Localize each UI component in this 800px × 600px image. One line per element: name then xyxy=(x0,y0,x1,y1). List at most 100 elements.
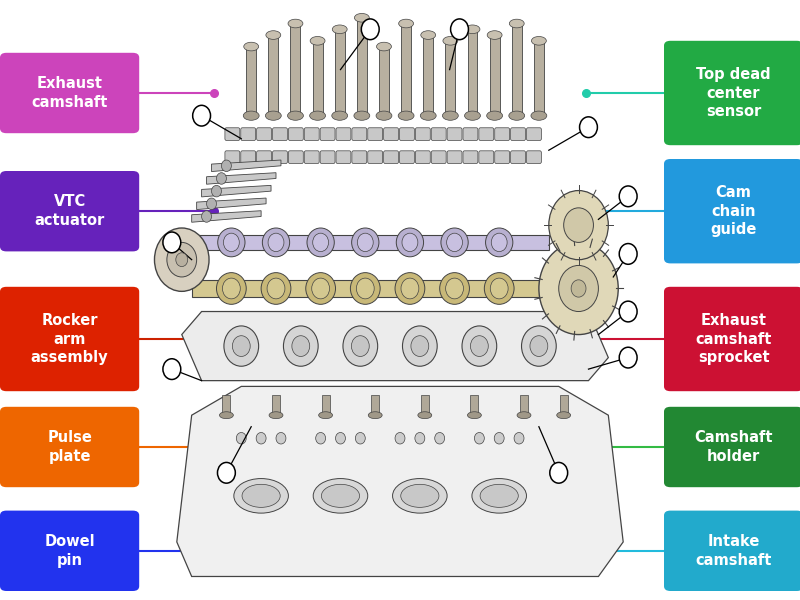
FancyBboxPatch shape xyxy=(526,128,542,140)
Bar xyxy=(272,395,280,415)
Circle shape xyxy=(176,253,188,266)
Circle shape xyxy=(549,191,608,260)
Ellipse shape xyxy=(354,111,370,120)
FancyBboxPatch shape xyxy=(320,128,335,140)
Bar xyxy=(379,47,389,116)
Text: Exhaust
camshaft: Exhaust camshaft xyxy=(31,76,108,110)
Polygon shape xyxy=(182,311,608,380)
Circle shape xyxy=(539,242,618,335)
Bar xyxy=(490,35,499,116)
Ellipse shape xyxy=(314,479,368,513)
Bar xyxy=(421,395,429,415)
Bar xyxy=(290,23,301,116)
Ellipse shape xyxy=(318,412,333,419)
Circle shape xyxy=(355,433,366,444)
FancyBboxPatch shape xyxy=(447,151,462,163)
Circle shape xyxy=(462,326,497,366)
FancyBboxPatch shape xyxy=(479,151,494,163)
Circle shape xyxy=(222,278,240,299)
Bar xyxy=(192,235,549,250)
Circle shape xyxy=(530,336,548,356)
Circle shape xyxy=(224,326,258,366)
Circle shape xyxy=(564,208,594,242)
Circle shape xyxy=(402,233,418,251)
Text: Camshaft
holder: Camshaft holder xyxy=(694,430,773,464)
Ellipse shape xyxy=(557,412,570,419)
Ellipse shape xyxy=(243,111,259,120)
Ellipse shape xyxy=(487,31,502,40)
Circle shape xyxy=(490,278,508,299)
FancyBboxPatch shape xyxy=(664,41,800,145)
Circle shape xyxy=(356,278,374,299)
Circle shape xyxy=(415,433,425,444)
Ellipse shape xyxy=(234,479,288,513)
Ellipse shape xyxy=(443,37,458,45)
Circle shape xyxy=(514,433,524,444)
Circle shape xyxy=(268,233,284,251)
Ellipse shape xyxy=(480,484,518,508)
Bar xyxy=(268,35,278,116)
Bar xyxy=(313,41,322,116)
Circle shape xyxy=(313,233,329,251)
FancyBboxPatch shape xyxy=(273,128,287,140)
Polygon shape xyxy=(177,386,623,577)
FancyBboxPatch shape xyxy=(664,511,800,591)
Ellipse shape xyxy=(509,111,525,120)
Ellipse shape xyxy=(421,31,436,40)
Ellipse shape xyxy=(219,412,234,419)
FancyBboxPatch shape xyxy=(510,151,526,163)
Circle shape xyxy=(446,278,463,299)
Text: Exhaust
camshaft
sprocket: Exhaust camshaft sprocket xyxy=(695,313,772,365)
Ellipse shape xyxy=(306,272,335,304)
Ellipse shape xyxy=(472,479,526,513)
FancyBboxPatch shape xyxy=(257,128,271,140)
Bar xyxy=(222,395,230,415)
FancyBboxPatch shape xyxy=(415,151,430,163)
Circle shape xyxy=(222,160,231,172)
FancyBboxPatch shape xyxy=(494,151,510,163)
Ellipse shape xyxy=(376,111,392,120)
Circle shape xyxy=(494,433,504,444)
Text: Pulse
plate: Pulse plate xyxy=(47,430,92,464)
FancyBboxPatch shape xyxy=(463,128,478,140)
Ellipse shape xyxy=(218,228,245,257)
FancyBboxPatch shape xyxy=(0,407,139,487)
Ellipse shape xyxy=(332,25,347,34)
Circle shape xyxy=(558,265,598,311)
Polygon shape xyxy=(197,198,266,209)
FancyBboxPatch shape xyxy=(320,151,335,163)
Ellipse shape xyxy=(484,272,514,304)
Ellipse shape xyxy=(350,272,380,304)
FancyBboxPatch shape xyxy=(447,128,462,140)
Ellipse shape xyxy=(398,111,414,120)
Ellipse shape xyxy=(398,19,414,28)
Ellipse shape xyxy=(269,412,283,419)
Text: Cam
chain
guide: Cam chain guide xyxy=(710,185,757,237)
Bar xyxy=(322,395,330,415)
Bar xyxy=(192,280,549,297)
Bar xyxy=(401,23,411,116)
FancyBboxPatch shape xyxy=(257,151,271,163)
FancyBboxPatch shape xyxy=(0,511,139,591)
FancyBboxPatch shape xyxy=(0,171,139,251)
Bar xyxy=(512,23,522,116)
FancyBboxPatch shape xyxy=(664,407,800,487)
Circle shape xyxy=(256,433,266,444)
FancyBboxPatch shape xyxy=(431,151,446,163)
Bar xyxy=(520,395,528,415)
Polygon shape xyxy=(206,173,276,184)
Circle shape xyxy=(211,185,222,197)
FancyBboxPatch shape xyxy=(510,128,526,140)
FancyBboxPatch shape xyxy=(664,287,800,391)
Text: Intake
camshaft: Intake camshaft xyxy=(695,534,772,568)
Circle shape xyxy=(217,173,226,184)
Bar xyxy=(371,395,379,415)
Ellipse shape xyxy=(307,228,334,257)
Circle shape xyxy=(267,278,285,299)
Circle shape xyxy=(619,301,637,322)
Circle shape xyxy=(351,336,370,356)
Ellipse shape xyxy=(262,228,290,257)
FancyBboxPatch shape xyxy=(0,53,139,133)
Ellipse shape xyxy=(266,31,281,40)
Ellipse shape xyxy=(465,25,480,34)
